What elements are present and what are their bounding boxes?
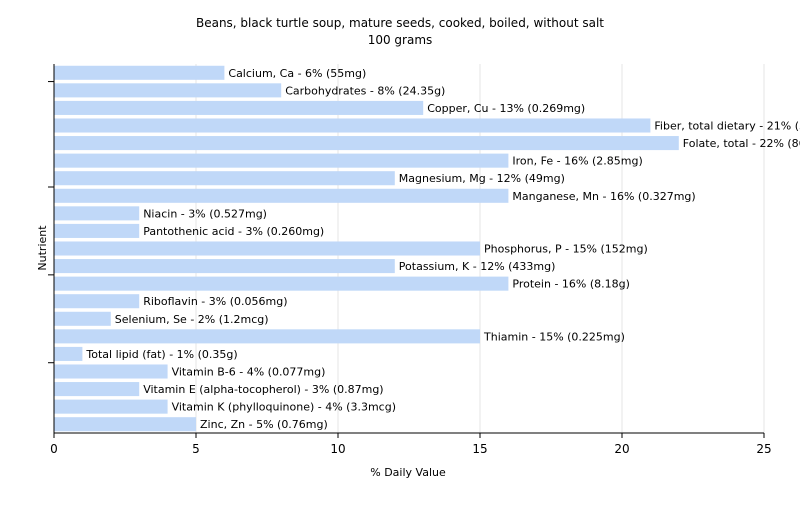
- bar-label: Niacin - 3% (0.527mg): [143, 207, 267, 220]
- x-tick-label: 15: [472, 442, 487, 456]
- bar-label: Thiamin - 15% (0.225mg): [483, 330, 625, 343]
- bar-label: Fiber, total dietary - 21% (5.3g): [654, 120, 800, 133]
- y-axis-label: Nutrient: [36, 225, 49, 271]
- bar: [54, 65, 225, 80]
- bar: [54, 171, 395, 186]
- bar: [54, 364, 168, 379]
- x-tick-label: 0: [50, 442, 58, 456]
- bar: [54, 153, 509, 168]
- axes: 0 5 10 15 20 25: [48, 64, 772, 456]
- bar-label: Potassium, K - 12% (433mg): [399, 260, 556, 273]
- bar: [54, 311, 111, 326]
- bar: [54, 83, 282, 98]
- bar-label: Magnesium, Mg - 12% (49mg): [399, 172, 565, 185]
- bar: [54, 346, 83, 361]
- x-tick-label: 10: [330, 442, 345, 456]
- bar-label: Calcium, Ca - 6% (55mg): [228, 67, 366, 80]
- bar: [54, 188, 509, 203]
- x-axis-label: % Daily Value: [370, 466, 446, 479]
- bar: [54, 241, 480, 256]
- bar-label: Vitamin K (phylloquinone) - 4% (3.3mcg): [172, 401, 396, 414]
- bar-label: Manganese, Mn - 16% (0.327mg): [512, 190, 695, 203]
- bar-label: Zinc, Zn - 5% (0.76mg): [200, 418, 328, 431]
- chart-subtitle: 100 grams: [368, 33, 433, 47]
- bar-label: Pantothenic acid - 3% (0.260mg): [143, 225, 324, 238]
- bar: [54, 329, 480, 344]
- bars: Calcium, Ca - 6% (55mg) Carbohydrates - 8…: [54, 65, 800, 432]
- bar: [54, 294, 140, 309]
- bar: [54, 118, 651, 133]
- bar-label: Iron, Fe - 16% (2.85mg): [512, 155, 642, 168]
- bar-label: Carbohydrates - 8% (24.35g): [285, 84, 445, 97]
- bar-label: Phosphorus, P - 15% (152mg): [484, 243, 648, 256]
- bar-label: Vitamin B-6 - 4% (0.077mg): [172, 366, 326, 379]
- bar-label: Riboflavin - 3% (0.056mg): [143, 295, 287, 308]
- bar-label: Protein - 16% (8.18g): [512, 278, 630, 291]
- bar: [54, 276, 509, 291]
- bar-label: Copper, Cu - 13% (0.269mg): [427, 102, 585, 115]
- x-tick-label: 20: [614, 442, 629, 456]
- bar-label: Total lipid (fat) - 1% (0.35g): [85, 348, 237, 361]
- bar: [54, 259, 395, 274]
- chart-title: Beans, black turtle soup, mature seeds, …: [196, 16, 604, 30]
- bar: [54, 399, 168, 414]
- bar: [54, 223, 140, 238]
- bar-label: Folate, total - 22% (86mcg): [683, 137, 800, 150]
- bar: [54, 206, 140, 221]
- bar: [54, 382, 140, 397]
- bar: [54, 100, 424, 115]
- bar: [54, 136, 679, 151]
- x-tick-label: 25: [756, 442, 771, 456]
- bar-label: Selenium, Se - 2% (1.2mcg): [115, 313, 269, 326]
- bar: [54, 417, 196, 432]
- x-tick-label: 5: [192, 442, 200, 456]
- bar-label: Vitamin E (alpha-tocopherol) - 3% (0.87m…: [143, 383, 383, 396]
